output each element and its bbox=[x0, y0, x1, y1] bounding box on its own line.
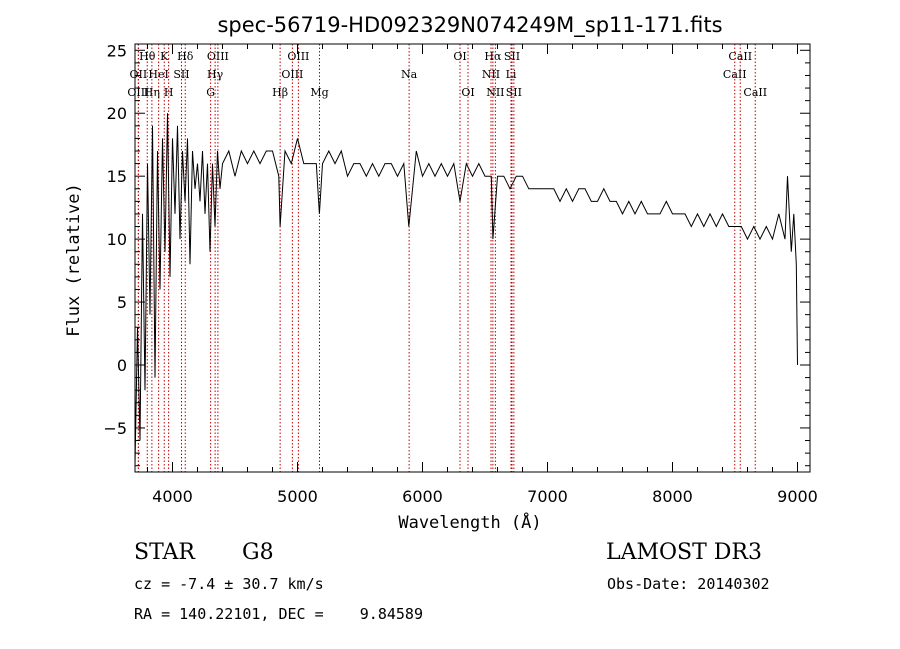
spectral-line-label: Hα bbox=[484, 50, 502, 63]
chart-title: spec-56719-HD092329N074249M_sp11-171.fit… bbox=[217, 13, 722, 38]
spectral-line-label: OIII bbox=[207, 50, 229, 63]
spectral-line-label: OIII bbox=[127, 86, 149, 99]
spectral-line-label: K bbox=[160, 50, 169, 63]
spectral-line-label: CaII bbox=[723, 68, 747, 81]
survey-name: LAMOST DR3 bbox=[606, 540, 762, 565]
y-tick-label: 10 bbox=[107, 230, 127, 249]
spectral-line-label: Na bbox=[401, 68, 418, 81]
spectral-line-label: OIII bbox=[287, 50, 309, 63]
spectral-line-label: HeI bbox=[148, 68, 168, 81]
spectral-line-label: Hδ bbox=[177, 50, 194, 63]
spectral-line-label: SII bbox=[506, 86, 522, 99]
spectral-line-label: OI bbox=[453, 50, 466, 63]
y-tick-label: 0 bbox=[117, 356, 127, 375]
flux-series-line bbox=[134, 113, 798, 466]
spectral-line-label: Hθ bbox=[139, 50, 156, 63]
spectral-line-label: G bbox=[206, 86, 215, 99]
y-tick-label: −5 bbox=[103, 419, 127, 438]
y-tick-label: 15 bbox=[107, 167, 127, 186]
redshift-text: cz = -7.4 ± 30.7 km/s bbox=[134, 575, 324, 593]
x-tick-label: 7000 bbox=[527, 487, 568, 506]
spectral-lines: Hθ OII OIII K HeI Hη Hδ SII H OIII Hγ G OIII OIII Hβ Mg… bbox=[127, 44, 767, 472]
x-tick-label: 6000 bbox=[402, 487, 443, 506]
x-tick-label: 4000 bbox=[152, 487, 193, 506]
spectral-line-label: Hγ bbox=[207, 68, 224, 81]
x-tick-label: 8000 bbox=[652, 487, 693, 506]
spectral-line-label: CaII bbox=[743, 86, 767, 99]
spectral-line-label: NII bbox=[486, 86, 504, 99]
x-axis-label: Wavelength (Å) bbox=[398, 511, 541, 533]
x-tick-label: 9000 bbox=[777, 487, 818, 506]
spectral-line-label: Hη bbox=[144, 86, 160, 99]
spectral-line-label: H bbox=[164, 86, 174, 99]
y-axis-label: Flux (relative) bbox=[64, 183, 84, 337]
obs-date: Obs-Date: 20140302 bbox=[607, 575, 770, 593]
spectral-line-label: OII bbox=[130, 68, 148, 81]
object-class: STAR bbox=[134, 540, 195, 565]
spectral-line-label: OI bbox=[461, 86, 474, 99]
spectral-line-label: Li bbox=[506, 68, 517, 81]
spectral-line-label: Mg bbox=[310, 86, 328, 99]
object-subclass: G8 bbox=[242, 540, 274, 565]
axes: 4000 5000 6000 7000 8000 9000 −5 0 5 10 15 20 25 bbox=[103, 41, 817, 506]
spectral-line-label: NII bbox=[482, 68, 500, 81]
spectral-line-label: CaII bbox=[728, 50, 752, 63]
plot-frame bbox=[134, 43, 811, 473]
spectral-line-label: SII bbox=[173, 68, 189, 81]
y-tick-label: 20 bbox=[107, 104, 127, 123]
y-tick-label: 25 bbox=[107, 41, 127, 60]
x-tick-label: 5000 bbox=[277, 487, 318, 506]
spectral-line-label: Hβ bbox=[272, 86, 288, 99]
spectral-line-label: SII bbox=[504, 50, 520, 63]
spectral-line-label: OIII bbox=[281, 68, 303, 81]
coordinates: RA = 140.22101, DEC = 9.84589 bbox=[134, 605, 423, 623]
y-tick-label: 5 bbox=[117, 293, 127, 312]
